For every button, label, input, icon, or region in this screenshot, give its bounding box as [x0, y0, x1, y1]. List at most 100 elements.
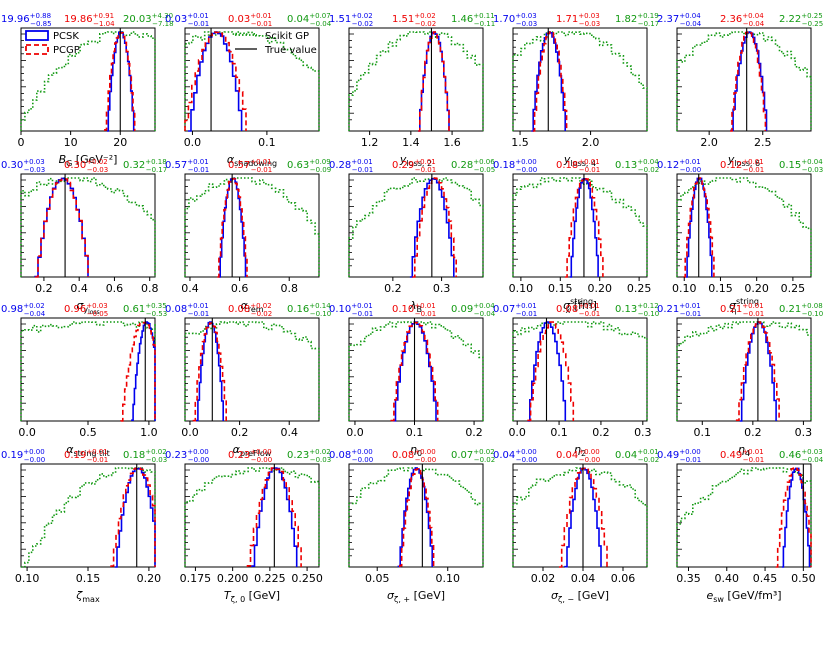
posterior-annotation: 0.28+0.06 −0.05	[451, 158, 495, 174]
x-tick-label: 0.0	[18, 426, 36, 439]
subplot-8: 0.10 0.15 0.20 0.25 σstring x [fm] 0.18+0.00 −0…	[493, 158, 659, 315]
x-tick-label: 0.25	[781, 282, 806, 295]
x-tick-label: 2.0	[582, 136, 600, 149]
posterior-annotation: 2.22+0.25 −0.25	[779, 12, 823, 28]
posterior-annotation: 0.16+0.14 −0.10	[287, 302, 331, 318]
x-tick-label: 0.10	[672, 282, 697, 295]
subplot-6: 0.4 0.6 0.8 αrem 0.57+0.01 −0.01 0.57+0.01 −0.0…	[165, 158, 331, 314]
x-axis-label: αshadowing	[227, 153, 277, 168]
posterior-annotation: 0.08+0.00 −0.00	[392, 448, 436, 464]
x-tick-label: 0.4	[181, 282, 199, 295]
posterior-annotation: 0.49+0.01 −0.01	[720, 448, 764, 464]
posterior-annotation: 0.08+0.01 −0.01	[556, 302, 600, 318]
plot-frame	[184, 173, 320, 278]
x-tick-label: 0.200	[217, 572, 249, 585]
plot-frame	[512, 317, 648, 422]
subplot-3: 1.5 2.0 yloss, 4 1.70+0.03 −0.03 1.71+0.03 −0.…	[493, 12, 659, 168]
subplot-1: 0.0 0.1 αshadowing 0.03+0.01 −0.01 0.03+0.01−…	[165, 12, 332, 168]
series-gp-line	[184, 177, 320, 277]
posterior-annotation: 0.21+0.08 −0.10	[779, 302, 823, 318]
x-tick-label: 1.5	[511, 136, 529, 149]
plot-frame	[184, 27, 320, 132]
posterior-annotation: 1.46+0.11 −0.11	[451, 12, 495, 28]
posterior-annotation: 0.07+0.02 −0.02	[451, 448, 495, 464]
x-tick-label: 0.40	[715, 572, 740, 585]
series-gp-line	[348, 321, 484, 421]
legend-pcgp-label: PCGP	[53, 45, 80, 56]
x-tick-label: 0.175	[180, 572, 212, 585]
series-gp-line	[512, 467, 648, 567]
posterior-annotation: 0.49+0.00 −0.01	[657, 448, 701, 464]
x-tick-label: 0.20	[587, 282, 612, 295]
posterior-annotation: 0.32+0.18 −0.17	[123, 158, 167, 174]
posterior-annotation: 0.23+0.00 −0.00	[228, 448, 272, 464]
x-tick-label: 0.5	[79, 426, 97, 439]
posterior-annotation: 0.23+0.00 −0.00	[165, 448, 209, 464]
posterior-annotation: 0.19+0.00 −0.00	[1, 448, 45, 464]
posterior-annotation: 0.98+0.02 −0.04	[1, 302, 46, 318]
subplot-5: 0.2 0.4 0.6 0.8 σyloss 0.30+0.03 −0.03 0.30+0.0…	[1, 158, 167, 316]
series-gp-line	[20, 321, 156, 421]
posterior-annotation: 1.51+0.02 −0.02	[329, 12, 373, 28]
x-axis-label: ζmax	[75, 589, 100, 604]
posterior-annotation: 1.51+0.02 −0.02	[392, 12, 436, 28]
posterior-annotation: 1.70+0.03 −0.03	[493, 12, 537, 28]
posterior-annotation: 0.18+0.00 −0.00	[493, 158, 537, 174]
posterior-annotation: 0.04+0.00 −0.00	[556, 448, 600, 464]
x-tick-label: 0.250	[291, 572, 323, 585]
x-tick-label: 0.3	[433, 282, 451, 295]
legend-gp-label: Scikit GP	[265, 31, 309, 42]
x-tick-label: 0.8	[141, 282, 159, 295]
plot-frame	[676, 173, 812, 278]
plot-frame	[348, 317, 484, 422]
series-pcgp-line	[418, 31, 450, 132]
x-axis-label: BG [GeV⁻²]	[59, 153, 118, 168]
x-tick-label: 0.15	[76, 572, 101, 585]
x-tick-label: 0.15	[548, 282, 573, 295]
x-axis-label: yloss, 2	[399, 153, 432, 168]
x-axis-label: σstring x [fm]	[563, 297, 597, 315]
x-axis-label: esw [GeV/fm³]	[706, 589, 781, 604]
posterior-annotation: 0.29+0.01 −0.01	[392, 158, 436, 174]
x-axis-label: yloss, 4	[563, 153, 596, 168]
x-tick-label: 0.2	[465, 426, 483, 439]
x-tick-label: 0.1	[694, 426, 712, 439]
posterior-annotation: 2.37+0.04 −0.04	[657, 12, 702, 28]
subplot-2: 1.2 1.4 1.6 yloss, 2 1.51+0.02 −0.02 1.51+0.02…	[329, 12, 495, 168]
series-pcgp-line	[246, 467, 302, 567]
subplot-13: 0.0 0.1 0.2 0.3 η2 0.07+0.01 −0.01 0.08+0.01 −0.…	[493, 302, 659, 458]
x-tick-label: 2.5	[754, 136, 772, 149]
posterior-annotation: 0.04+0.07 −0.04	[287, 12, 332, 28]
posterior-annotation: 0.23+0.02 −0.03	[287, 448, 331, 464]
series-pcsk-line	[34, 177, 89, 278]
posterior-annotation: 0.09+0.04 −0.04	[451, 302, 496, 318]
posterior-annotation: 20.03+4.30 −7.18	[123, 12, 174, 28]
x-tick-label: 0.2	[384, 282, 402, 295]
plot-frame	[512, 27, 648, 132]
posterior-annotation: 19.96+0.88 −0.85	[1, 12, 52, 28]
x-tick-label: 0.45	[753, 572, 778, 585]
x-tick-label: 0	[18, 136, 25, 149]
x-tick-label: 0.1	[550, 426, 568, 439]
x-axis-label: σζ, + [GeV]	[387, 589, 445, 604]
subplot-14: 0.1 0.2 0.3 η4 0.21+0.01 −0.01 0.21+0.01 −0.01 0…	[657, 302, 823, 458]
plot-frame	[20, 463, 156, 568]
posterior-annotation: 1.82+0.19 −0.17	[615, 12, 659, 28]
posterior-annotation: 0.57+0.01 −0.01	[228, 158, 272, 174]
series-pcgp-line	[527, 321, 575, 422]
posterior-annotation: 0.15+0.04 −0.03	[779, 158, 823, 174]
series-pcsk-line	[409, 177, 455, 278]
posterior-annotation: 0.63+0.09 −0.09	[287, 158, 331, 174]
posterior-annotation: 0.21+0.01 −0.01	[720, 302, 764, 318]
x-tick-label: 0.2	[592, 426, 610, 439]
series-pcgp-line	[775, 467, 812, 568]
posterior-annotation: 0.12+0.01 −0.00	[657, 158, 701, 174]
series-gp-line	[20, 177, 156, 277]
x-tick-label: 0.1	[258, 136, 276, 149]
x-axis-label: αrem	[240, 299, 263, 314]
posterior-annotation: 19.86+0.91 −1.04	[64, 12, 115, 28]
x-axis-label: η2	[574, 443, 586, 458]
series-pcgp-line	[412, 177, 457, 278]
x-tick-label: 0.4	[280, 426, 298, 439]
